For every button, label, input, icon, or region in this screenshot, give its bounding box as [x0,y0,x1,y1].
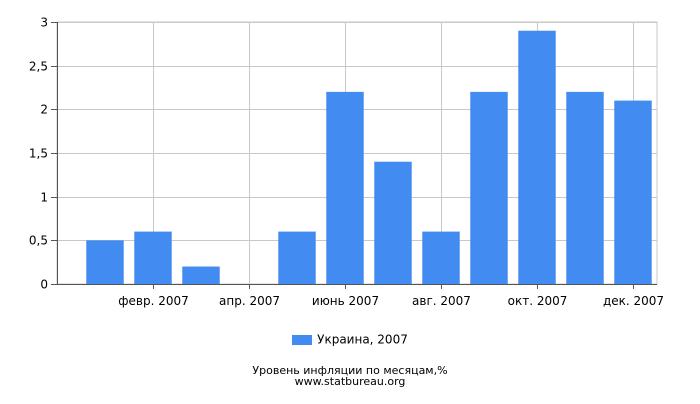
legend: Украина, 2007 [0,332,700,347]
x-tick-label: дек. 2007 [603,294,664,308]
bar [470,91,508,284]
x-tick-label: июнь 2007 [312,294,379,308]
legend-swatch [292,334,313,345]
x-tick-label: февр. 2007 [118,294,189,308]
bar [566,91,604,284]
bar [374,161,412,284]
chart-caption: Уровень инфляции по месяцам,% [252,364,448,377]
y-tick-label: 1,5 [29,147,48,161]
y-tick-label: 2 [40,103,48,117]
bar [614,100,652,284]
bar [518,30,556,284]
bar [86,240,124,284]
source-url: www.statbureau.org [294,375,406,388]
x-tick-label: апр. 2007 [219,294,280,308]
bar [278,231,316,284]
y-tick-label: 2,5 [29,60,48,74]
x-tick-label: окт. 2007 [508,294,568,308]
bar [182,266,220,284]
y-tick-label: 0 [40,278,48,292]
bar [422,231,460,284]
y-tick-label: 3 [40,16,48,30]
x-tick-label: авг. 2007 [412,294,471,308]
legend-label: Украина, 2007 [317,332,408,347]
bar [134,231,172,284]
bar [326,91,364,284]
y-tick-label: 1 [40,191,48,205]
y-tick-label: 0,5 [29,234,48,248]
